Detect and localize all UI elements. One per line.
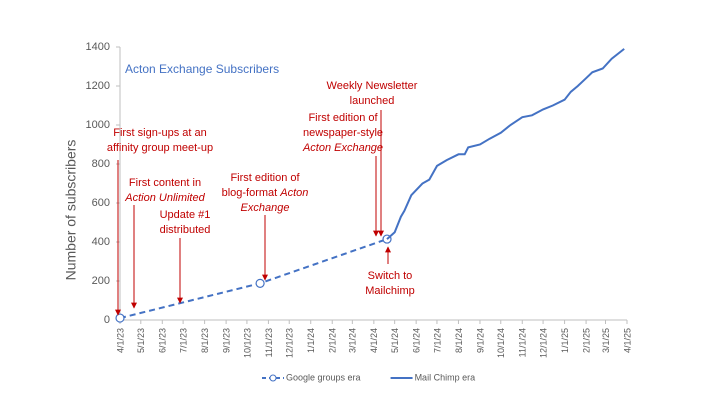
x-tick-label: 6/1/24 (412, 328, 422, 353)
x-tick-label: 10/1/23 (242, 328, 252, 358)
data-point (115, 313, 125, 323)
annotation-line: affinity group meet-up (107, 142, 213, 154)
annotation-text: First content in (129, 177, 201, 189)
x-tick-label: 8/1/24 (454, 328, 464, 353)
x-tick-label: 8/1/23 (200, 328, 210, 353)
annotation-line: distributed (160, 224, 211, 236)
legend-label: Google groups era (286, 372, 361, 382)
annotation-line: First content in (129, 177, 201, 189)
x-tick-label: 11/1/23 (264, 328, 274, 357)
y-tick-label: 800 (92, 158, 110, 170)
annotation-line: First edition of (230, 172, 300, 184)
x-tick-label: 1/1/24 (306, 328, 316, 353)
annotation-line: launched (350, 95, 395, 107)
x-tick-label: 12/1/24 (538, 328, 548, 358)
annotation-text: distributed (160, 224, 211, 236)
x-tick-label: 5/1/23 (136, 328, 146, 353)
annotation-text: First sign-ups at an (113, 127, 207, 139)
annotation-line: Acton Exchange (302, 142, 383, 154)
annotation-line: newspaper-style (303, 127, 383, 139)
series-line (119, 238, 388, 320)
annotation-text: Mailchimp (365, 285, 415, 297)
x-tick-label: 3/1/25 (601, 328, 611, 353)
x-tick-label: 9/1/24 (475, 328, 485, 353)
annotation-text: Exchange (241, 202, 290, 214)
annotation-text: launched (350, 95, 395, 107)
annotation-line: First edition of (308, 112, 378, 124)
annotation-line: First sign-ups at an (113, 127, 207, 139)
annotation-text: First edition of (230, 172, 300, 184)
x-tick-label: 4/1/24 (369, 328, 379, 353)
annotation-line: Switch to (368, 270, 413, 282)
annotation-text: Weekly Newsletter (327, 80, 418, 92)
y-axis-label: Number of subscribers (63, 140, 79, 281)
y-tick-label: 200 (92, 275, 110, 287)
annotation-line: Weekly Newsletter (327, 80, 418, 92)
annotation-line: Mailchimp (365, 285, 415, 297)
x-tick-label: 12/1/23 (285, 328, 295, 358)
annotation-line: blog-format Acton (222, 187, 309, 199)
annotation-text: affinity group meet-up (107, 142, 213, 154)
chart-title: Acton Exchange Subscribers (125, 62, 279, 76)
annotation-text: Action Unlimited (124, 192, 205, 204)
y-tick-label: 1400 (86, 41, 110, 53)
x-tick-label: 7/1/23 (178, 328, 188, 353)
annotation-text: Update #1 (160, 209, 211, 221)
annotation-line: Action Unlimited (124, 192, 205, 204)
x-tick-label: 2/1/24 (328, 328, 338, 353)
x-tick-label: 11/1/24 (518, 328, 528, 357)
y-tick-label: 0 (104, 314, 110, 326)
annotation-line: Update #1 (160, 209, 211, 221)
annotation-text: Switch to (368, 270, 413, 282)
x-tick-label: 1/1/25 (560, 328, 570, 353)
annotation-text: Acton (279, 187, 308, 199)
x-tick-label: 4/1/23 (115, 328, 125, 353)
annotation-text: newspaper-style (303, 127, 383, 139)
x-tick-label: 9/1/23 (221, 328, 231, 353)
x-tick-label: 2/1/25 (581, 328, 591, 353)
annotation-text: First edition of (308, 112, 378, 124)
y-tick-label: 600 (92, 197, 110, 209)
legend-marker (269, 374, 277, 382)
x-tick-label: 10/1/24 (496, 328, 506, 358)
legend-label: Mail Chimp era (415, 372, 476, 382)
annotation-line: Exchange (241, 202, 290, 214)
x-tick-label: 3/1/24 (348, 328, 358, 353)
series-line (386, 48, 625, 240)
x-tick-label: 7/1/24 (432, 328, 442, 353)
data-point (255, 278, 265, 288)
x-tick-label: 5/1/24 (390, 328, 400, 353)
x-tick-label: 6/1/23 (158, 328, 168, 353)
y-tick-label: 1200 (86, 80, 110, 92)
x-tick-label: 4/1/25 (622, 328, 632, 353)
y-tick-label: 400 (92, 236, 110, 248)
annotation-text: blog-format (222, 187, 281, 199)
y-tick-label: 1000 (86, 119, 110, 131)
annotation-text: Acton Exchange (302, 142, 383, 154)
